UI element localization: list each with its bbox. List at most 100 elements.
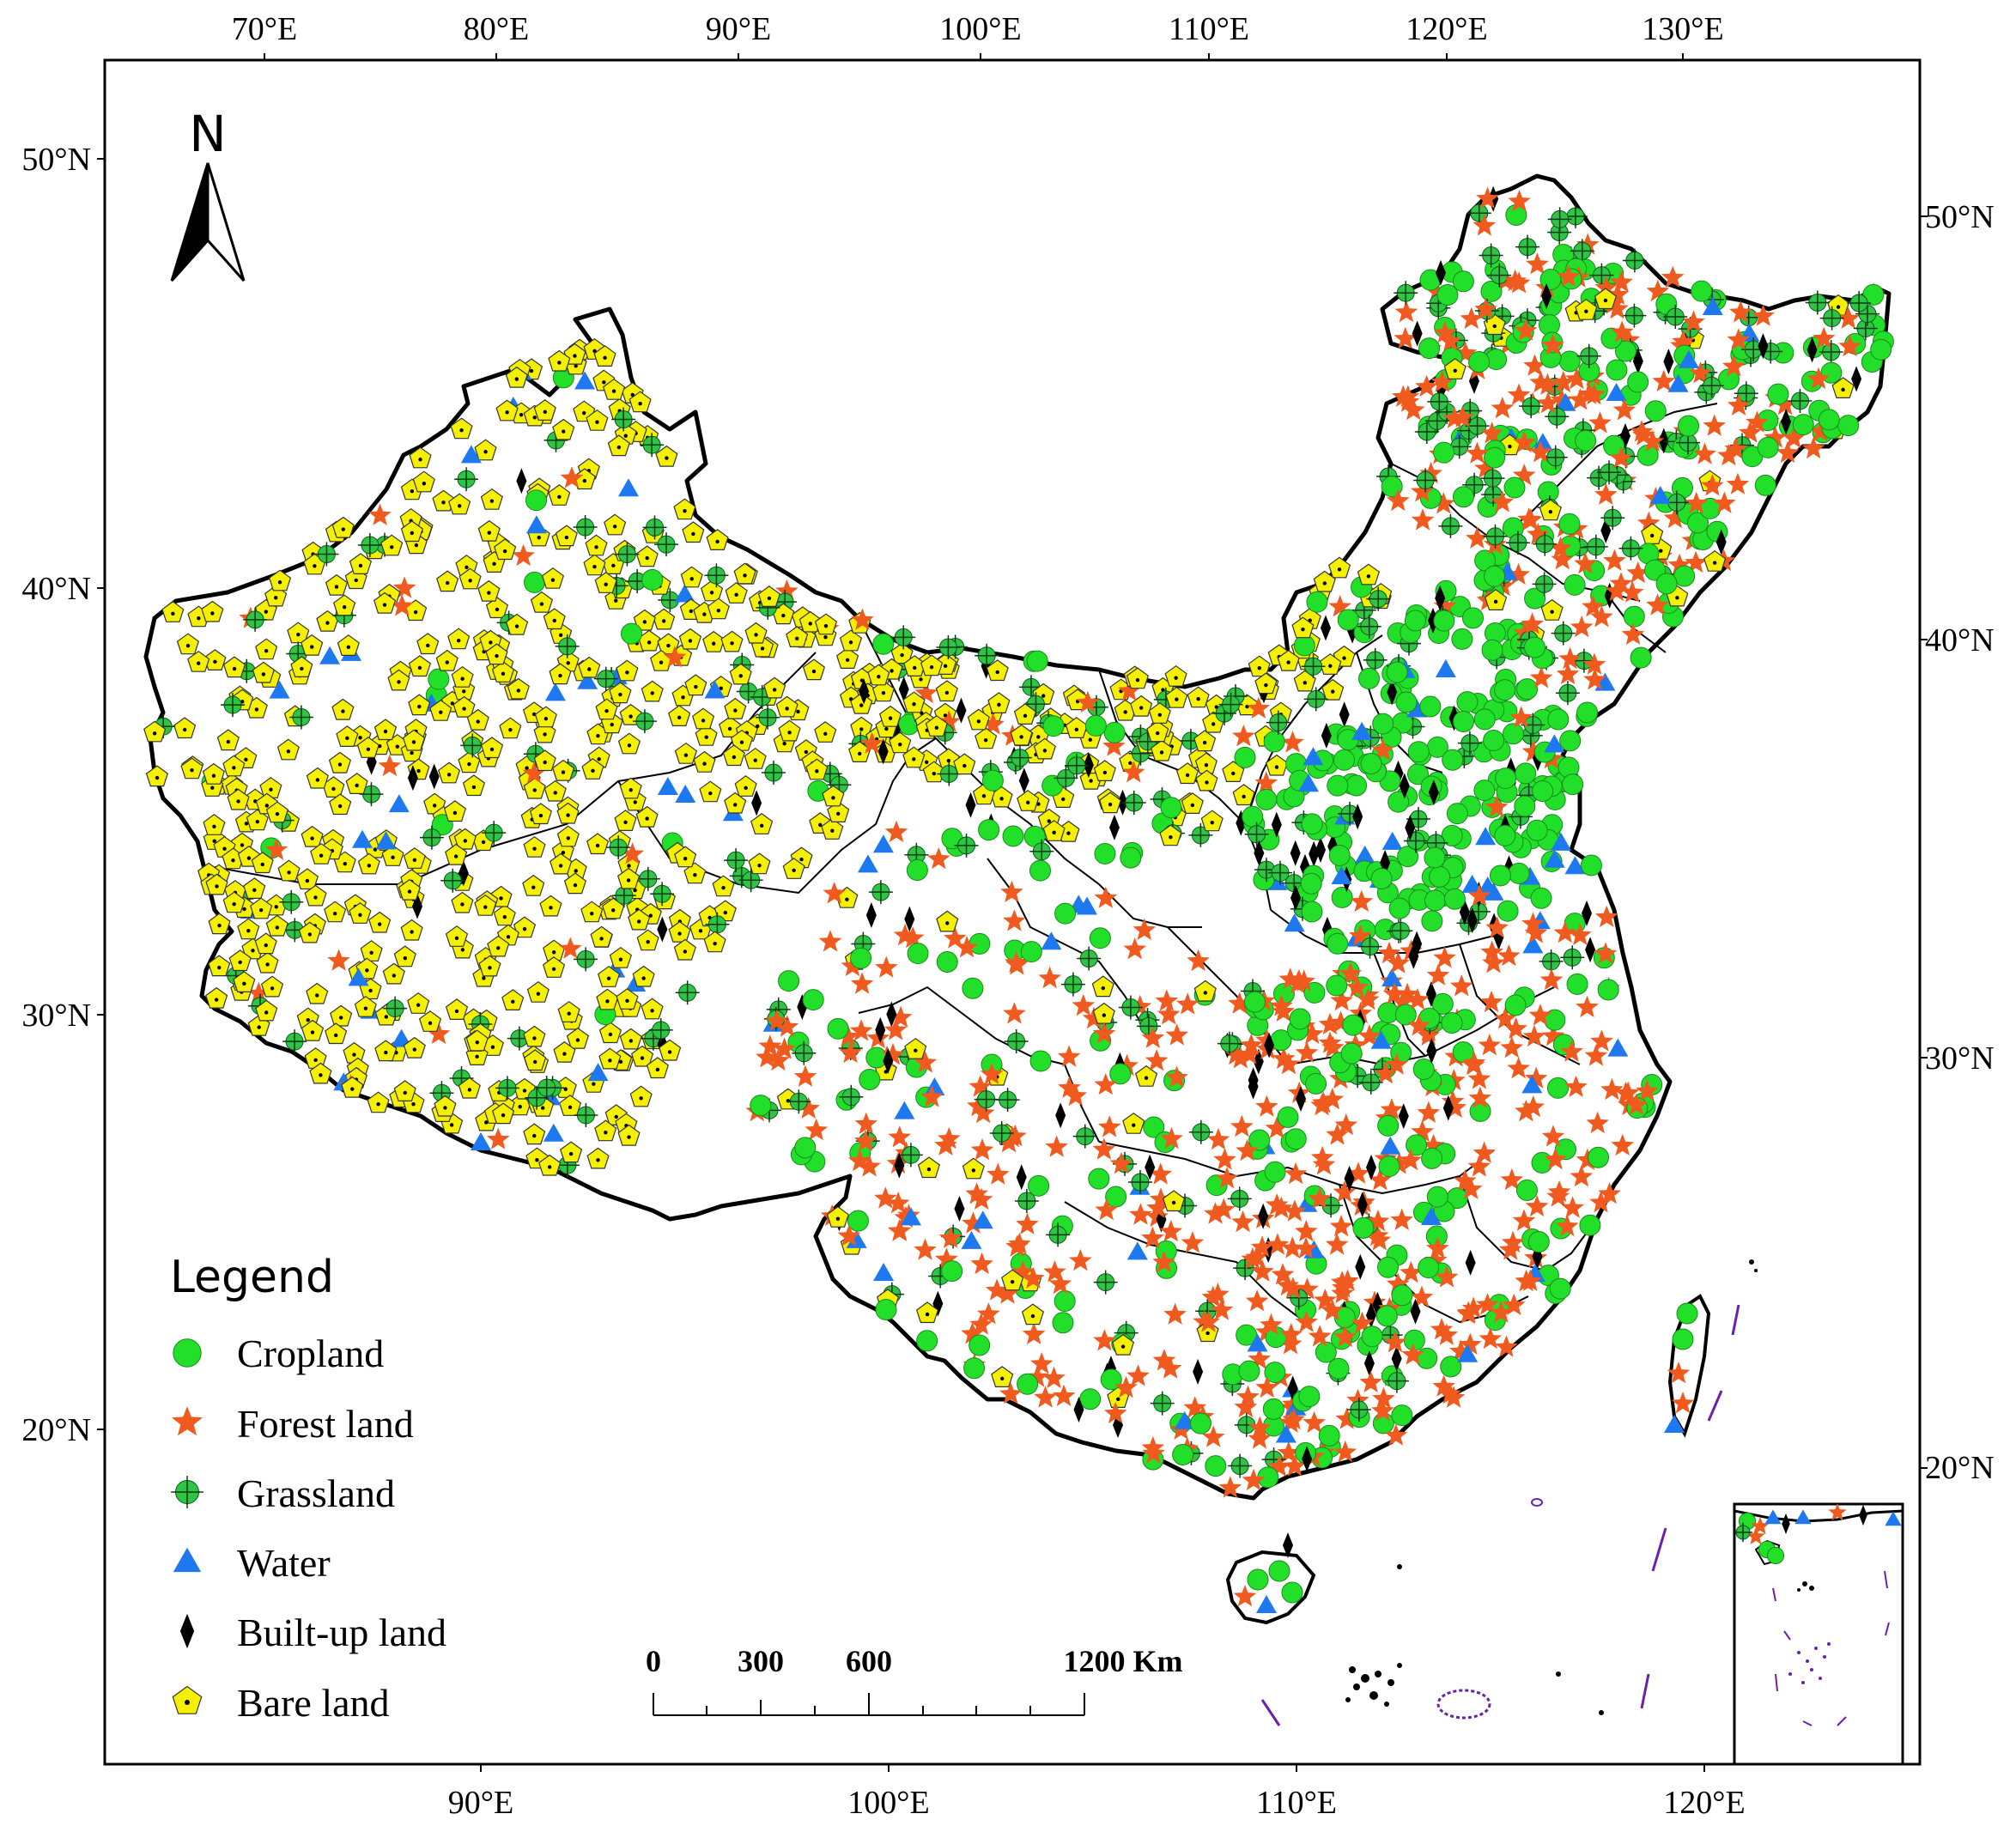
circle-marker: [1447, 804, 1467, 824]
circle-marker: [979, 820, 999, 840]
circle-marker: [1871, 339, 1892, 360]
circle-marker: [1505, 995, 1526, 1016]
circle-marker: [1405, 610, 1425, 631]
bottom-lon-label: 90°E: [448, 1785, 513, 1821]
circle-marker: [1043, 716, 1064, 737]
circle-marker: [1767, 1547, 1783, 1563]
circle-marker: [1442, 749, 1463, 770]
circle-marker: [937, 952, 957, 973]
circle-marker: [876, 1299, 896, 1319]
bottom-lon-label: 100°E: [847, 1785, 929, 1821]
top-lon-label: 70°E: [232, 11, 297, 47]
circle-marker: [1343, 1015, 1363, 1035]
circle-marker: [1482, 640, 1503, 660]
circle-marker: [1378, 1115, 1399, 1136]
circle-marker: [1548, 709, 1569, 730]
circle-marker: [1245, 992, 1266, 1012]
circle-marker: [1029, 1175, 1049, 1196]
legend-label-built-up-land: Built-up land: [237, 1611, 446, 1654]
circle-marker: [1392, 1285, 1412, 1306]
scale-label-600: 600: [846, 1644, 892, 1678]
circle-marker: [1030, 1051, 1051, 1071]
top-lon-label: 100°E: [939, 11, 1021, 47]
circle-marker: [1379, 1156, 1400, 1177]
top-lon-label: 110°E: [1169, 11, 1249, 47]
circle-marker: [1362, 1326, 1382, 1347]
circle-marker: [851, 948, 871, 968]
circle-marker: [1559, 513, 1580, 534]
circle-marker: [1104, 722, 1125, 743]
circle-marker: [1755, 475, 1776, 495]
circle-marker: [1580, 1215, 1600, 1235]
left-lat-label: 20°N: [21, 1412, 91, 1448]
circle-marker: [1307, 591, 1327, 612]
circle-marker: [1269, 1561, 1290, 1581]
circle-marker: [1495, 825, 1515, 846]
circle-marker: [1106, 1186, 1126, 1207]
circle-marker: [621, 623, 641, 644]
circle-marker: [1389, 898, 1410, 919]
circle-marker: [1560, 731, 1581, 751]
circle-marker: [1095, 843, 1115, 864]
circle-marker: [1089, 1168, 1109, 1189]
circle-marker: [1624, 606, 1644, 627]
left-lat-label: 40°N: [21, 571, 91, 607]
circle-marker: [1299, 1386, 1320, 1407]
circle-marker: [1190, 1413, 1211, 1434]
circle-marker: [1053, 1313, 1073, 1333]
circle-marker: [1334, 749, 1355, 770]
circle-marker: [1691, 281, 1712, 301]
circle-marker: [1606, 360, 1627, 380]
circle-marker: [795, 1137, 816, 1158]
circle-marker: [1550, 1278, 1570, 1299]
circle-marker: [1547, 1077, 1568, 1098]
circle-marker: [1496, 768, 1516, 789]
circle-marker: [1838, 416, 1859, 436]
circle-marker: [525, 572, 545, 592]
circle-marker: [866, 1047, 887, 1068]
circle-marker: [1302, 901, 1322, 922]
circle-marker: [859, 1070, 880, 1090]
circle-marker: [1282, 1582, 1303, 1603]
circle-marker: [1469, 352, 1490, 373]
left-lat-label: 50°N: [21, 142, 91, 178]
circle-marker: [1454, 712, 1474, 732]
circle-marker: [1509, 863, 1529, 883]
circle-marker: [1302, 814, 1322, 834]
circle-marker: [525, 490, 546, 511]
circle-marker: [1528, 1231, 1549, 1252]
top-lon-label: 120°E: [1406, 11, 1487, 47]
circle-marker: [1278, 1107, 1298, 1127]
circle-marker: [1563, 774, 1583, 795]
circle-marker: [1484, 730, 1504, 750]
circle-marker: [1457, 692, 1478, 713]
circle-marker: [1264, 731, 1284, 752]
circle-marker: [1427, 1186, 1448, 1207]
circle-marker: [1577, 702, 1598, 723]
circle-marker: [942, 1261, 962, 1282]
circle-marker: [1353, 1217, 1374, 1238]
circle-marker: [1027, 651, 1047, 671]
circle-marker: [750, 1095, 771, 1116]
circle-marker: [1080, 1389, 1101, 1410]
circle-marker: [1567, 974, 1588, 994]
circle-marker: [964, 1358, 985, 1379]
circle-marker: [1328, 1358, 1349, 1379]
circle-marker: [1418, 1258, 1439, 1278]
bottom-lon-label: 120°E: [1663, 1785, 1745, 1821]
circle-marker: [828, 1018, 848, 1039]
circle-marker: [1396, 692, 1417, 713]
circle-marker: [1090, 928, 1110, 949]
circle-marker: [1524, 637, 1545, 658]
circle-marker: [1515, 763, 1536, 784]
legend-label-cropland: Cropland: [237, 1332, 384, 1375]
circle-marker: [779, 971, 799, 992]
circle-marker: [1242, 806, 1263, 827]
circle-marker: [1054, 1291, 1075, 1312]
circle-marker: [642, 569, 663, 590]
circle-marker: [1392, 1405, 1412, 1426]
circle-marker: [1515, 796, 1535, 816]
circle-marker: [1454, 487, 1474, 507]
circle-marker: [1205, 1456, 1226, 1477]
circle-marker: [1470, 1101, 1491, 1121]
